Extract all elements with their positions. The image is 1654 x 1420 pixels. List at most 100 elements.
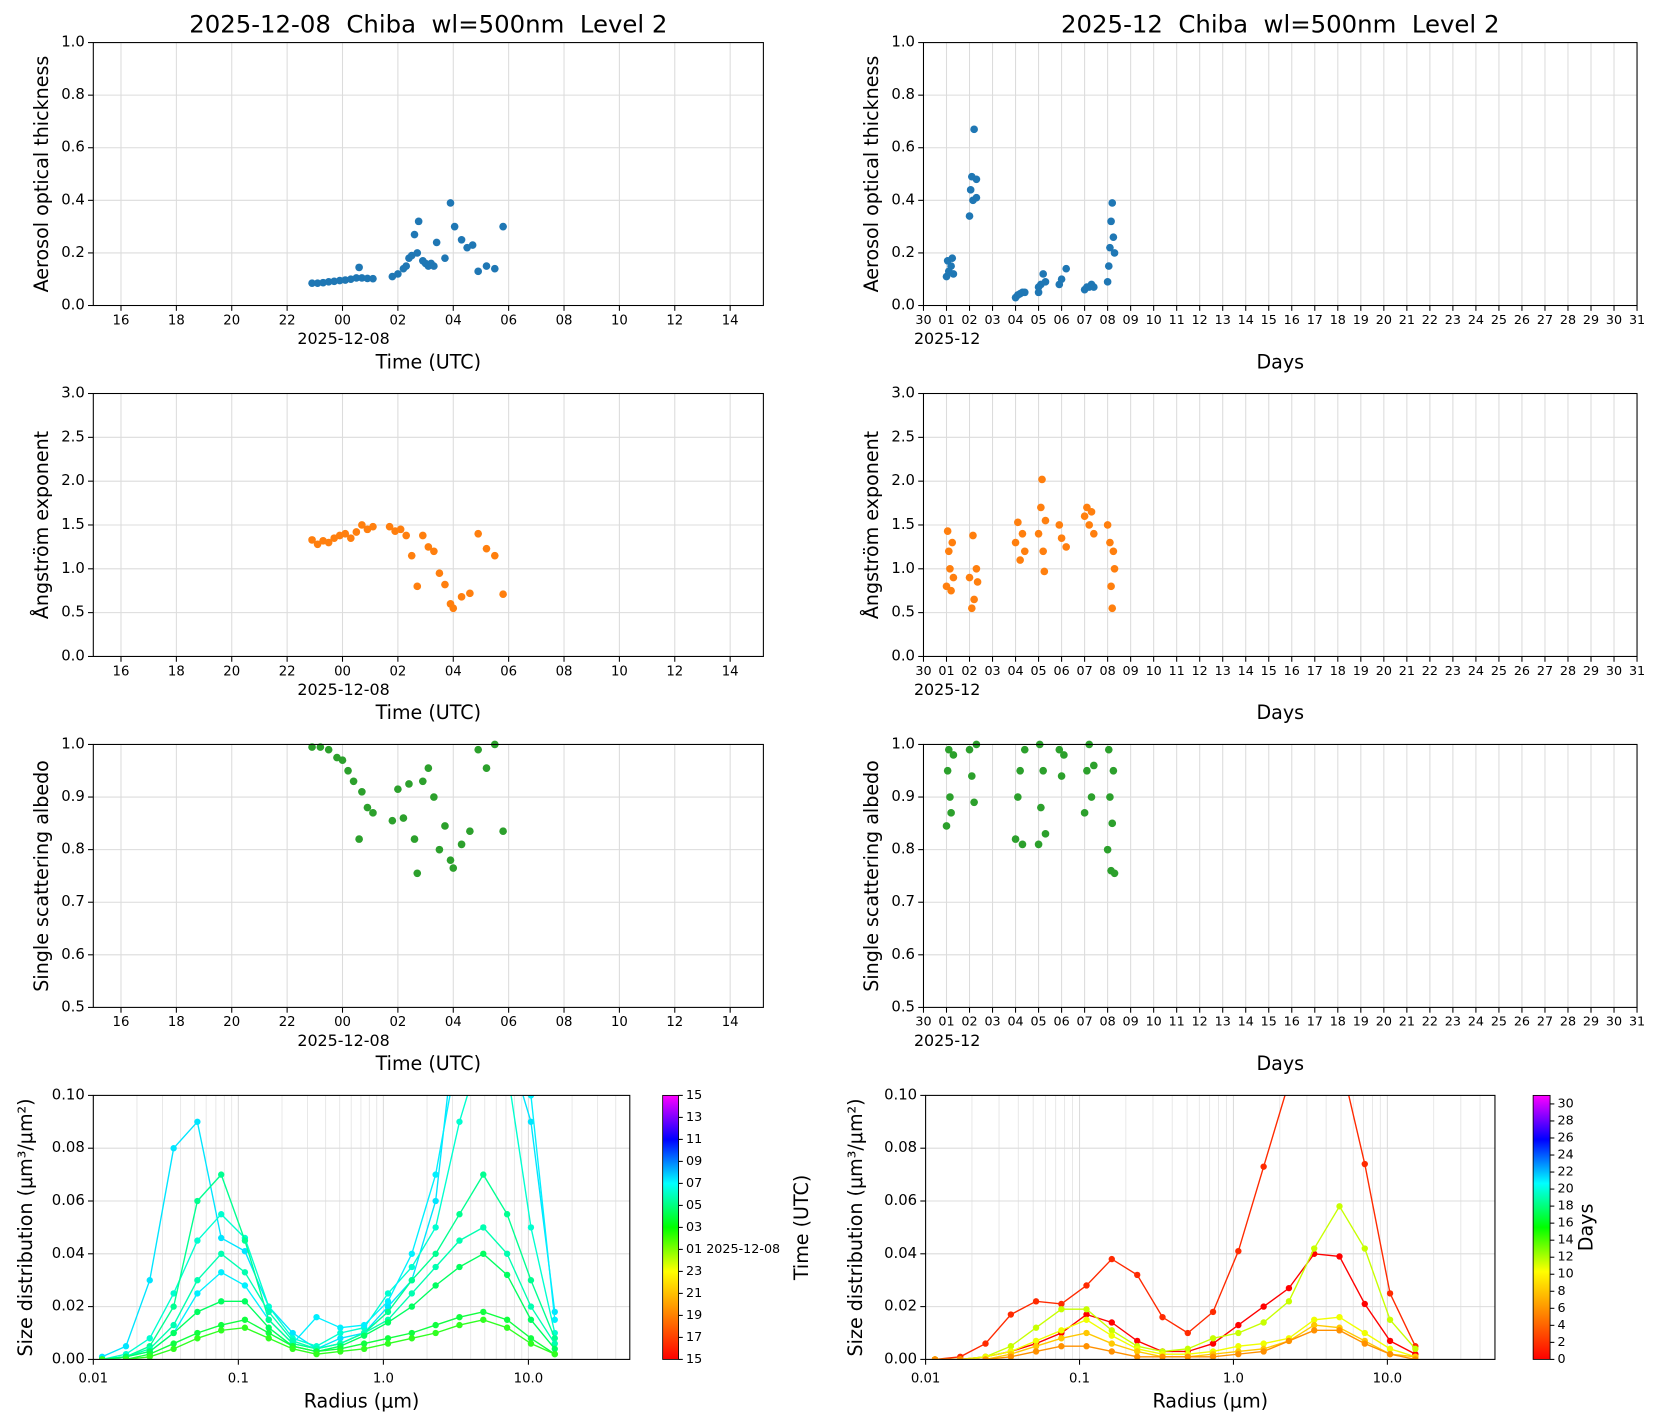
chart-title: 2025-12-08 Chiba wl=500nm Level 2	[189, 10, 667, 39]
x-tick-label: 06	[500, 313, 517, 328]
colorbar-tick-label: 11	[686, 1131, 702, 1146]
x-tick-label: 22	[279, 664, 296, 679]
y-tick-label: 3.0	[891, 385, 915, 402]
x-tick-label: 15	[1261, 1014, 1277, 1029]
x-tick-label: 16	[1284, 1014, 1300, 1029]
y-tick-label: 0.5	[61, 998, 85, 1015]
x-tick-label: 04	[1007, 312, 1023, 327]
point	[982, 1356, 989, 1360]
x-tick-label: 20	[1376, 1014, 1392, 1029]
point	[972, 175, 981, 184]
y-tick-label: 0.10	[52, 1086, 85, 1103]
point	[1037, 503, 1045, 512]
point	[503, 1250, 511, 1257]
point	[527, 1095, 535, 1099]
point	[430, 547, 438, 556]
point	[1087, 793, 1096, 801]
point	[1108, 1348, 1115, 1355]
colorbar-tick-label: 01 2025-12-08	[686, 1241, 780, 1256]
point	[1041, 830, 1050, 838]
point	[170, 1303, 177, 1310]
y-tick-label: 0.7	[61, 893, 85, 910]
point	[946, 564, 954, 573]
point	[1110, 249, 1119, 257]
colorbar-tick-label: 03	[686, 1219, 702, 1234]
colorbar-tick-label: 15	[686, 1351, 702, 1366]
point	[194, 1118, 201, 1125]
point	[1235, 1329, 1242, 1337]
axes-frame	[925, 1094, 1496, 1360]
point	[1011, 538, 1020, 547]
x-tick-label: 09	[1123, 1014, 1139, 1029]
point	[1089, 761, 1098, 770]
colorbar-tick-label: 20	[1558, 1181, 1574, 1196]
x-tick-label: 10	[1146, 1014, 1162, 1029]
point	[344, 766, 352, 775]
point	[360, 1345, 368, 1353]
x-tick-label: 17	[1307, 1014, 1323, 1029]
x-tick-label: 29	[1583, 663, 1599, 678]
point	[1058, 1306, 1065, 1313]
point	[1336, 1327, 1343, 1334]
point	[948, 254, 957, 262]
point	[170, 1145, 177, 1152]
y-tick-label: 1.5	[891, 516, 915, 533]
date-label: 2025-12	[914, 329, 980, 348]
x-tick-label: 08	[1100, 312, 1116, 327]
point	[1134, 1271, 1141, 1279]
point	[480, 1013, 486, 1019]
point	[337, 1324, 344, 1331]
x-tick-label: 29	[1583, 1014, 1599, 1029]
point	[1311, 1316, 1318, 1323]
point	[480, 1171, 487, 1178]
point	[1041, 516, 1050, 525]
point	[457, 593, 466, 601]
point	[527, 1303, 535, 1310]
x-tick-label: 23	[1445, 312, 1461, 327]
point	[218, 1269, 225, 1276]
x-tick-label: 20	[223, 664, 240, 679]
point	[308, 279, 316, 287]
x-tick-label: 14	[1238, 663, 1254, 678]
point	[410, 230, 419, 239]
point	[1361, 1340, 1368, 1347]
point	[308, 536, 316, 544]
series-line	[102, 1226, 556, 1360]
x-tick-label: 27	[1537, 1014, 1553, 1029]
x-tick-label: 04	[445, 313, 462, 328]
point	[146, 1277, 153, 1284]
point	[170, 1290, 177, 1297]
x-tick-label: 21	[1399, 312, 1415, 327]
point	[1055, 521, 1064, 529]
point	[1085, 521, 1094, 529]
x-tick-label: 03	[984, 663, 1000, 678]
point	[352, 528, 361, 536]
point	[931, 1356, 939, 1360]
point	[435, 569, 444, 578]
point	[432, 1171, 439, 1178]
point	[1235, 1350, 1242, 1358]
point	[1016, 556, 1024, 564]
point	[1108, 1319, 1115, 1326]
x-tick-label: 06	[500, 1015, 517, 1030]
point	[432, 1263, 439, 1271]
point	[358, 787, 366, 796]
y-tick-label: 1.0	[891, 735, 915, 752]
chart-title: 2025-12 Chiba wl=500nm Level 2	[1061, 10, 1499, 39]
y-tick-label: 0.8	[61, 841, 85, 858]
x-tick-label: 08	[1100, 663, 1116, 678]
point	[551, 1340, 558, 1347]
x-tick-label: 20	[1376, 663, 1392, 678]
point	[1104, 745, 1113, 754]
x-tick-label: 24	[1468, 312, 1484, 327]
y-axis-label: Single scattering albedo	[861, 760, 883, 992]
point	[966, 186, 975, 194]
y-tick-label: 0.0	[891, 647, 915, 664]
y-tick-label: 1.0	[891, 34, 915, 51]
x-tick-label: 15	[1261, 663, 1277, 678]
point	[503, 1271, 511, 1279]
point	[527, 1118, 535, 1125]
x-tick-label: 16	[113, 664, 130, 679]
x-tick-label: 08	[556, 1015, 573, 1030]
point	[1060, 751, 1068, 759]
